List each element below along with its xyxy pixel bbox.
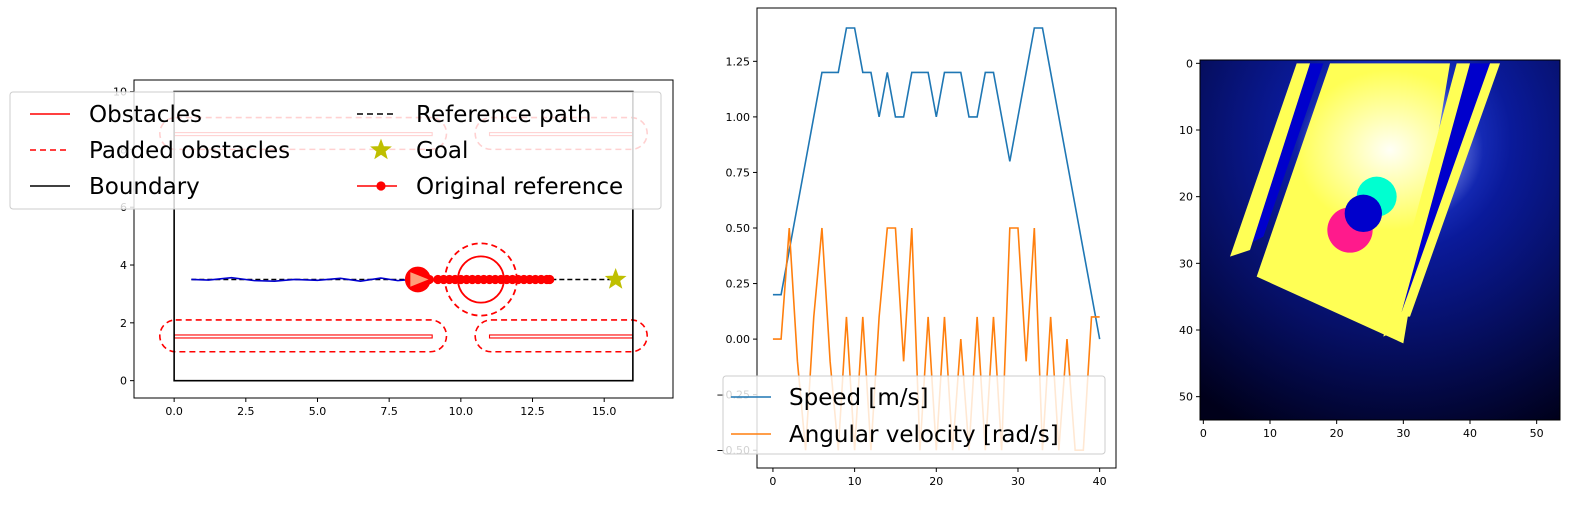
heatmap-yellow-strip-2	[1400, 63, 1500, 317]
heatmap-axes-frame	[1199, 59, 1561, 421]
legend-label-0: Obstacles	[89, 102, 202, 128]
velocity-legend-label-1: Angular velocity [rad/s]	[789, 422, 1059, 448]
padded-obstacle-1	[474, 319, 648, 353]
heatmap-y-tick-label: 0	[1186, 57, 1193, 70]
velocity-panel: 010203040−0.50−0.250.000.250.500.751.001…	[716, 7, 1117, 488]
heatmap-blue-strip-0	[1250, 63, 1324, 244]
legend-label-2: Boundary	[89, 174, 200, 200]
legend-label-1: Padded obstacles	[89, 138, 290, 164]
heatmap-y-tick-label: 50	[1179, 391, 1193, 404]
obstacle-1	[488, 334, 634, 339]
heatmap-blue-strip-1	[1396, 63, 1490, 317]
heatmap-x-tick-label: 20	[1330, 427, 1344, 440]
legend-label-5: Original reference	[416, 174, 623, 200]
map-legend-box	[9, 91, 662, 210]
robot-heading	[409, 270, 432, 289]
velocity-legend-box	[722, 375, 1106, 455]
map-x-tick-label: 10.0	[449, 405, 474, 418]
trajectory	[191, 276, 413, 283]
velocity-y-tick-label: 0.00	[726, 333, 751, 346]
heatmap-blue-disk	[1344, 194, 1383, 232]
velocity-x-tick-label: 20	[929, 475, 943, 488]
velocity-x-tick-label: 40	[1093, 475, 1107, 488]
velocity-legend-label-0: Speed [m/s]	[789, 385, 929, 411]
heatmap-x-tick-label: 0	[1200, 427, 1207, 440]
heatmap-ticks: 0 10 20 30 40 50 0 10 20 30 40 50	[1179, 57, 1544, 440]
heatmap-y-tick-label: 20	[1179, 191, 1193, 204]
map-legend: Obstacles Padded obstacles Boundary Referen…	[9, 91, 662, 210]
velocity-legend: Speed [m/s] Angular velocity [rad/s]	[722, 375, 1106, 455]
legend-label-3: Reference path	[416, 102, 591, 128]
map-panel: 0.02.55.07.510.012.515.00246810 Obstacle…	[9, 79, 674, 418]
map-y-tick-label: 2	[120, 317, 127, 330]
legend-label-4: Goal	[416, 138, 468, 164]
velocity-x-tick-label: 0	[769, 475, 776, 488]
heatmap-x-tick-label: 30	[1396, 427, 1410, 440]
heatmap-x-tick-label: 40	[1463, 427, 1477, 440]
map-axes-frame	[133, 79, 674, 399]
map-x-tick-label: 7.5	[380, 405, 398, 418]
original-reference-point	[545, 274, 555, 285]
heatmap-image	[1200, 60, 1560, 420]
velocity-y-tick-label: 0.25	[726, 278, 751, 291]
goal-star	[604, 268, 627, 289]
velocity-x-tick-label: 30	[1011, 475, 1025, 488]
legend-handle-dot-5	[376, 181, 386, 191]
map-x-tick-label: 5.0	[309, 405, 327, 418]
heatmap-y-tick-label: 40	[1179, 324, 1193, 337]
heatmap-y-tick-label: 30	[1179, 257, 1193, 270]
padded-obstacle-0	[159, 319, 448, 353]
map-y-tick-label: 0	[120, 375, 127, 388]
heatmap-yellow-strip-1	[1383, 63, 1470, 337]
velocity-y-tick-label: 0.75	[726, 166, 751, 179]
velocity-y-tick-label: 1.00	[726, 111, 751, 124]
map-x-tick-label: 12.5	[520, 405, 545, 418]
heatmap-x-tick-label: 50	[1530, 427, 1544, 440]
map-y-tick-label: 4	[120, 259, 127, 272]
heatmap-x-tick-label: 10	[1263, 427, 1277, 440]
velocity-y-tick-label: 0.50	[726, 222, 751, 235]
velocity-y-tick-label: 1.25	[726, 55, 751, 68]
map-x-tick-label: 15.0	[592, 405, 617, 418]
map-plot-area	[159, 90, 648, 382]
heatmap-y-tick-label: 10	[1179, 124, 1193, 137]
heatmap-panel: 0 10 20 30 40 50 0 10 20 30 40 50	[1179, 57, 1561, 440]
velocity-x-tick-label: 10	[848, 475, 862, 488]
map-x-tick-label: 0.0	[165, 405, 183, 418]
obstacle-0	[173, 334, 433, 339]
heatmap-yellow-strip-0	[1230, 63, 1310, 257]
map-x-tick-label: 2.5	[237, 405, 255, 418]
legend-handle-4	[370, 138, 392, 160]
series-line-0	[772, 27, 1101, 340]
